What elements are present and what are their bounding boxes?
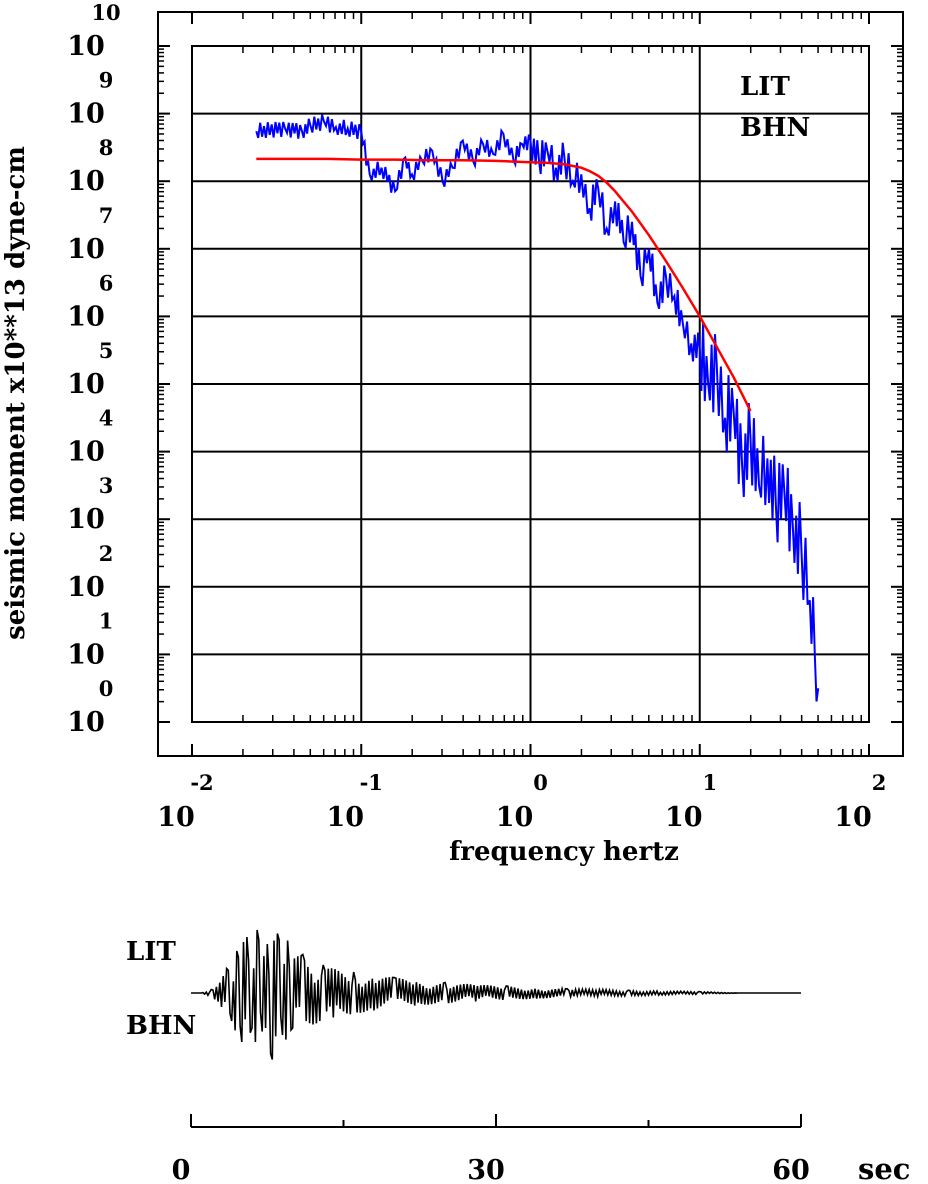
y-tick-label-exponent: 4 — [99, 406, 114, 431]
y-tick-label-exponent: 10 — [91, 0, 120, 25]
spectrum-station-label: LIT — [740, 72, 790, 102]
y-tick-label-base: 10 — [67, 707, 105, 738]
y-tick-labels: 10 0 10 1 10 2 10 3 10 4 10 5 10 6 10 7 10 8 10 9 10 10 — [67, 0, 120, 738]
y-tick-label-base: 10 — [67, 31, 105, 62]
time-tick-label: 0 — [172, 1155, 191, 1184]
x-tick-label-exponent: 0 — [533, 770, 548, 795]
y-tick-label-exponent: 6 — [99, 270, 114, 295]
spectrum-channel-label: BHN — [740, 113, 810, 143]
y-tick-label-base: 10 — [67, 369, 105, 400]
y-tick-label-exponent: 8 — [99, 135, 114, 160]
time-axis-unit-label: sec — [858, 1152, 910, 1184]
seismogram-channel-label: BHN — [126, 1011, 196, 1041]
y-tick-label-exponent: 1 — [99, 608, 114, 633]
y-tick-label-base: 10 — [67, 572, 105, 603]
y-tick-label-base: 10 — [67, 99, 105, 130]
y-tick-label-base: 10 — [67, 504, 105, 535]
y-tick-label-exponent: 3 — [99, 473, 114, 498]
x-tick-label-base: 10 — [665, 802, 703, 833]
x-tick-label-exponent: 2 — [872, 770, 887, 795]
x-axis-label: frequency hertz — [449, 837, 679, 867]
y-tick-label-exponent: 2 — [99, 541, 114, 566]
y-tick-label-base: 10 — [67, 234, 105, 265]
y-tick-label-base: 10 — [67, 639, 105, 670]
grid-lines — [191, 45, 870, 723]
time-tick-label: 60 — [772, 1155, 810, 1184]
time-tick-labels: 0 30 60 — [172, 1155, 810, 1184]
x-tick-label-base: 10 — [326, 802, 364, 833]
seismogram-plot: LIT BHN 0 30 60 sec — [126, 929, 910, 1184]
x-minor-ticks — [191, 12, 870, 756]
time-tick-label: 30 — [467, 1155, 505, 1184]
y-tick-label-base: 10 — [67, 166, 105, 197]
x-tick-label-base: 10 — [157, 802, 195, 833]
y-minor-ticks — [158, 45, 903, 723]
x-tick-label-base: 10 — [834, 802, 872, 833]
x-tick-label-base: 10 — [496, 802, 534, 833]
y-tick-label-exponent: 9 — [99, 68, 114, 93]
y-tick-label-exponent: 5 — [99, 338, 114, 363]
model-spectrum-line — [256, 157, 752, 412]
observed-spectrum-line — [255, 114, 820, 702]
time-ticks — [190, 1114, 802, 1127]
y-tick-label-exponent: 0 — [99, 676, 114, 701]
y-tick-label-base: 10 — [67, 301, 105, 332]
y-tick-label-base: 10 — [67, 437, 105, 468]
x-tick-label-exponent: -1 — [360, 770, 383, 795]
y-axis-label: seismic moment x10**13 dyne-cm — [1, 146, 31, 640]
seismogram-trace — [191, 929, 801, 1060]
seismogram-station-label: LIT — [126, 937, 176, 967]
x-tick-label-exponent: 1 — [702, 770, 717, 795]
y-tick-label-exponent: 7 — [99, 203, 114, 228]
x-tick-label-exponent: -2 — [190, 770, 213, 795]
